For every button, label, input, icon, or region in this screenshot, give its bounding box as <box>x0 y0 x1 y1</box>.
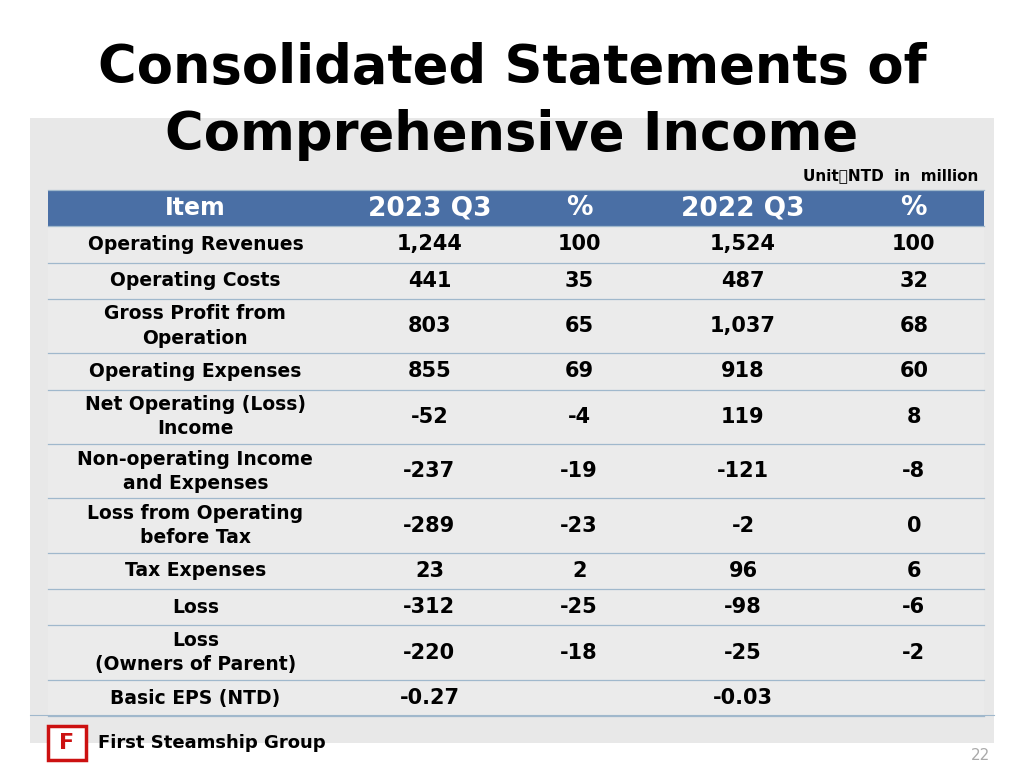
Text: Consolidated Statements of: Consolidated Statements of <box>97 42 927 94</box>
Text: Net Operating (Loss)
Income: Net Operating (Loss) Income <box>85 396 306 439</box>
Text: Operating Revenues: Operating Revenues <box>87 235 303 254</box>
Text: 100: 100 <box>892 234 936 254</box>
Text: -25: -25 <box>560 598 598 617</box>
Bar <box>48 726 86 760</box>
Bar <box>30 118 994 743</box>
Text: 23: 23 <box>415 561 444 581</box>
Text: 6: 6 <box>906 561 921 581</box>
Text: 487: 487 <box>721 270 765 291</box>
Text: Loss: Loss <box>172 598 219 617</box>
Text: -18: -18 <box>560 643 598 663</box>
Text: 22: 22 <box>971 747 990 763</box>
Bar <box>48 444 984 498</box>
Bar <box>48 389 984 444</box>
Text: Unit：NTD  in  million: Unit：NTD in million <box>803 168 978 184</box>
Text: Non-operating Income
and Expenses: Non-operating Income and Expenses <box>78 449 313 493</box>
Text: -52: -52 <box>411 407 449 427</box>
Text: 65: 65 <box>564 316 594 336</box>
Bar <box>48 625 984 680</box>
Text: -98: -98 <box>724 598 762 617</box>
Text: -220: -220 <box>403 643 456 663</box>
Text: Loss from Operating
before Tax: Loss from Operating before Tax <box>87 504 303 548</box>
Text: 119: 119 <box>721 407 765 427</box>
Text: 0: 0 <box>906 515 921 535</box>
Text: Operating Expenses: Operating Expenses <box>89 362 302 381</box>
Text: First Steamship Group: First Steamship Group <box>98 734 326 752</box>
Text: -25: -25 <box>724 643 762 663</box>
Text: Loss
(Owners of Parent): Loss (Owners of Parent) <box>95 631 296 674</box>
Bar <box>48 498 984 553</box>
Text: Gross Profit from
Operation: Gross Profit from Operation <box>104 304 287 348</box>
Bar <box>48 553 984 589</box>
Text: -312: -312 <box>403 598 456 617</box>
Text: -289: -289 <box>403 515 456 535</box>
Bar <box>48 190 984 227</box>
Bar <box>48 680 984 716</box>
Text: 32: 32 <box>899 270 929 291</box>
Text: 855: 855 <box>408 362 452 382</box>
Text: -237: -237 <box>403 462 456 482</box>
Text: -0.27: -0.27 <box>399 688 460 708</box>
Text: -0.03: -0.03 <box>713 688 773 708</box>
Text: -23: -23 <box>560 515 598 535</box>
Bar <box>48 263 984 299</box>
Text: Operating Costs: Operating Costs <box>111 271 281 290</box>
Text: 1,037: 1,037 <box>710 316 776 336</box>
Text: -2: -2 <box>902 643 926 663</box>
Text: %: % <box>900 195 927 221</box>
Text: 60: 60 <box>899 362 929 382</box>
Text: 2: 2 <box>572 561 587 581</box>
Text: -4: -4 <box>567 407 591 427</box>
Text: 8: 8 <box>906 407 921 427</box>
Bar <box>48 299 984 353</box>
Bar <box>48 227 984 263</box>
Text: 1,524: 1,524 <box>710 234 776 254</box>
Text: 69: 69 <box>564 362 594 382</box>
Text: 96: 96 <box>728 561 758 581</box>
Text: 100: 100 <box>557 234 601 254</box>
Bar <box>48 589 984 625</box>
Text: 803: 803 <box>408 316 452 336</box>
Text: 2022 Q3: 2022 Q3 <box>681 195 805 221</box>
Text: 68: 68 <box>899 316 929 336</box>
Text: -121: -121 <box>717 462 769 482</box>
Text: Tax Expenses: Tax Expenses <box>125 561 266 581</box>
Text: Comprehensive Income: Comprehensive Income <box>166 109 858 161</box>
Text: Item: Item <box>165 196 226 220</box>
Text: F: F <box>59 733 75 753</box>
Text: 918: 918 <box>721 362 765 382</box>
Text: -19: -19 <box>560 462 598 482</box>
Text: 35: 35 <box>564 270 594 291</box>
Text: Basic EPS (NTD): Basic EPS (NTD) <box>111 688 281 707</box>
Text: 2023 Q3: 2023 Q3 <box>368 195 492 221</box>
Text: %: % <box>566 195 593 221</box>
Text: -8: -8 <box>902 462 926 482</box>
Text: -2: -2 <box>731 515 755 535</box>
Text: -6: -6 <box>902 598 926 617</box>
Bar <box>48 353 984 389</box>
Text: 1,244: 1,244 <box>396 234 463 254</box>
Text: 441: 441 <box>408 270 452 291</box>
